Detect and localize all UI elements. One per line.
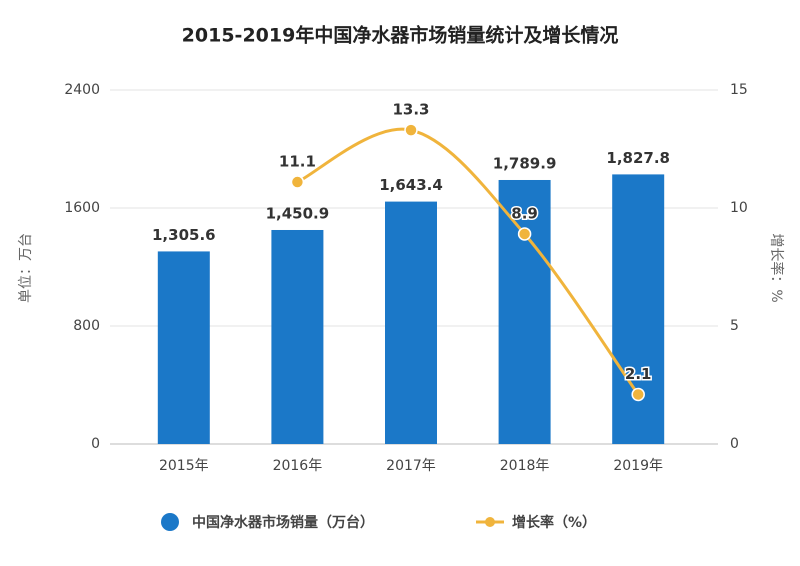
legend-label: 增长率（%） [512, 514, 596, 531]
bar [271, 229, 324, 444]
line [296, 127, 640, 396]
x-tick-label: 2017年 [386, 458, 436, 474]
bar-value-label: 1,305.6 [152, 226, 216, 244]
line-value-label: 13.3 [392, 101, 429, 119]
y2-tick-label: 10 [730, 200, 748, 216]
bar-value-label: 1,450.9 [266, 204, 330, 222]
x-tick-label: 2018年 [500, 458, 550, 474]
legend-label: 中国净水器市场销量（万台） [192, 514, 374, 531]
y2-axis-label: 增长率：% [768, 233, 785, 302]
x-tick-label: 2019年 [613, 458, 663, 474]
y2-tick-label: 0 [730, 436, 739, 452]
x-tick-label: 2015年 [159, 458, 209, 474]
line-point [404, 123, 418, 137]
line-value-label: 8.9 [511, 204, 538, 222]
bar [612, 174, 665, 444]
y2-tick-label: 15 [730, 82, 748, 98]
line-point [290, 175, 305, 189]
y-tick-label: 0 [91, 436, 100, 452]
legend-swatch [161, 513, 179, 531]
legend-swatch [485, 517, 495, 527]
line-value-label: 11.1 [279, 153, 316, 171]
bar-value-label: 1,789.9 [493, 154, 557, 172]
y-tick-label: 2400 [64, 82, 100, 98]
y2-tick-label: 5 [730, 318, 739, 334]
y-tick-label: 1600 [64, 200, 100, 216]
bar-value-label: 1,643.4 [379, 176, 443, 194]
bar [157, 251, 210, 444]
x-tick-label: 2016年 [273, 458, 323, 474]
line-point [517, 227, 532, 241]
y-axis-label: 单位：万台 [18, 233, 34, 303]
line-value-label: 2.1 [625, 365, 652, 383]
line-point [631, 387, 645, 402]
bar [385, 201, 437, 444]
bar [498, 179, 551, 444]
bar-value-label: 1,827.8 [606, 149, 670, 167]
y-tick-label: 800 [73, 318, 100, 334]
chart-title: 2015-2019年中国净水器市场销量统计及增长情况 [182, 24, 619, 47]
